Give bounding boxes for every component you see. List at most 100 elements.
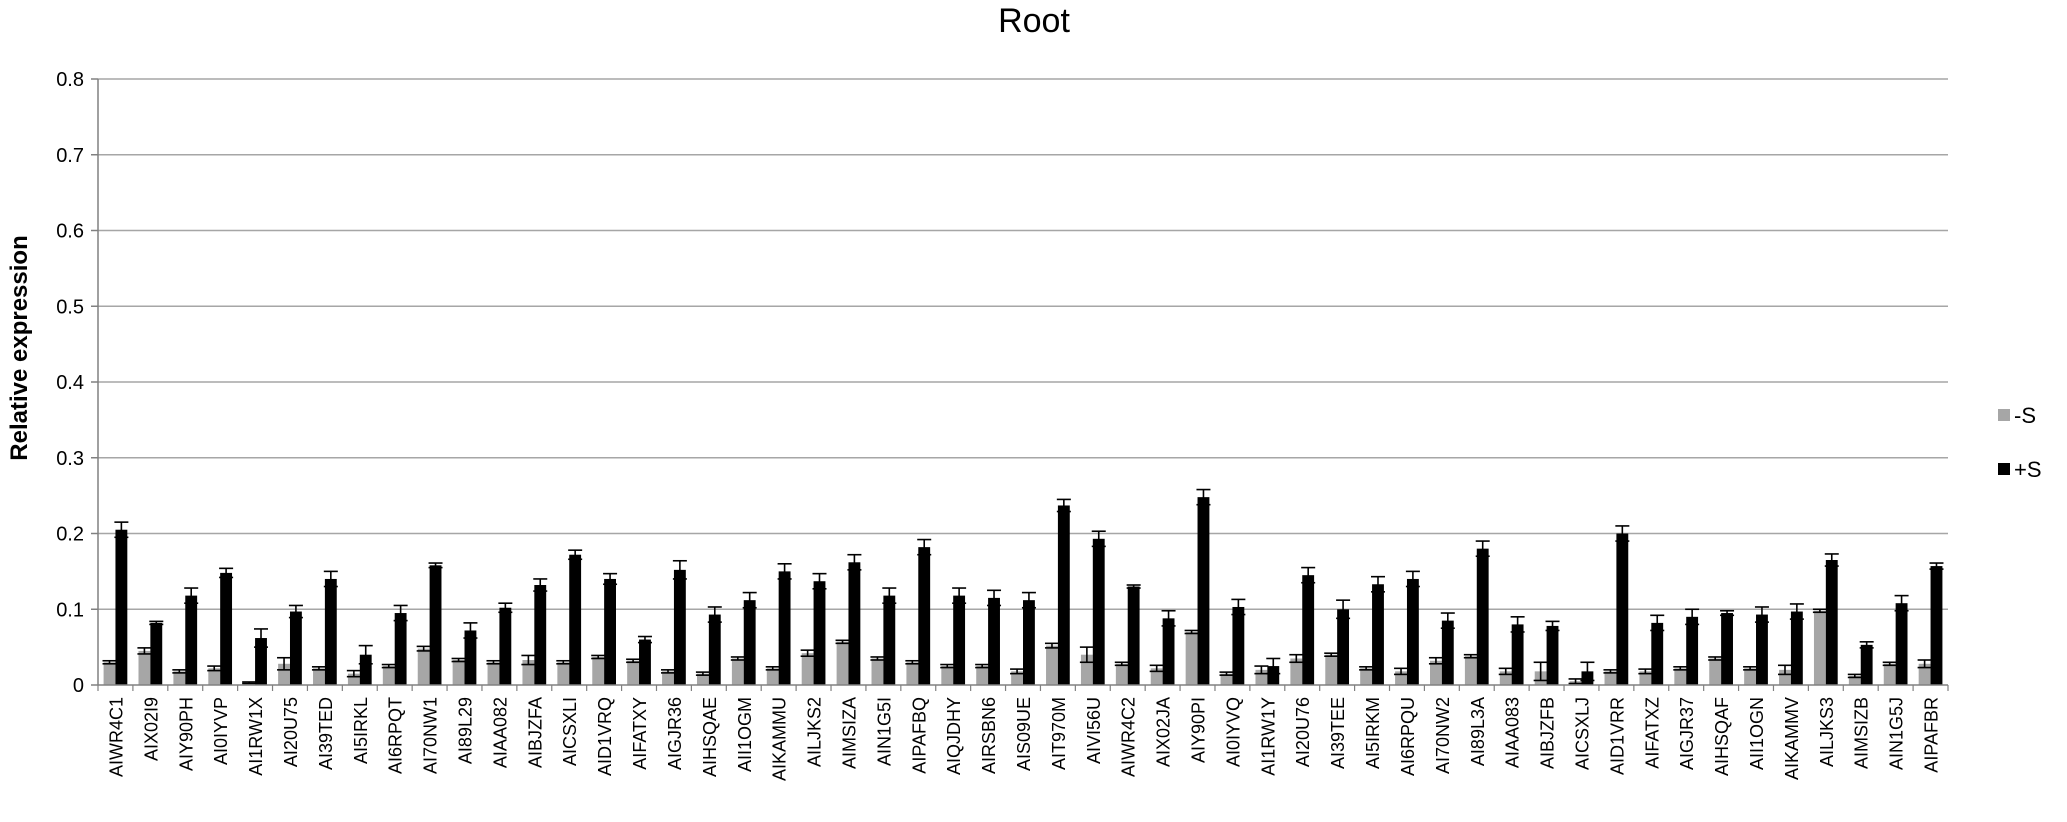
x-tick-label: AI0IYVP [211, 697, 231, 765]
bar-minus-s [1499, 671, 1512, 685]
bar-minus-s [976, 666, 989, 685]
bar-plus-s [1267, 666, 1280, 685]
bar-plus-s [324, 578, 337, 685]
x-tick-label: AI0IYVQ [1223, 697, 1243, 767]
legend-label: -S [2014, 403, 2036, 428]
x-tick-label: AI70NW2 [1433, 697, 1453, 774]
bar-plus-s [953, 595, 966, 685]
bar-plus-s [1860, 644, 1873, 685]
bar-plus-s [1057, 505, 1070, 685]
bar-plus-s [639, 639, 651, 685]
y-tick-label: 0.2 [56, 524, 84, 546]
bar-plus-s [1546, 625, 1559, 685]
x-tick-label: AI20U75 [281, 697, 301, 767]
bar-minus-s [871, 658, 884, 685]
x-tick-label: AIT970M [1049, 697, 1069, 770]
bar-minus-s [487, 662, 500, 685]
x-tick-label: AIBJZFB [1538, 697, 1558, 769]
bar-minus-s [801, 653, 814, 685]
bar-minus-s [1744, 668, 1757, 685]
x-tick-label: AIPAFBQ [909, 697, 929, 774]
bar-plus-s [1197, 497, 1210, 685]
error-bars [102, 488, 1944, 685]
bar-minus-s [696, 673, 709, 685]
bar-plus-s [150, 622, 163, 685]
bar-plus-s [394, 613, 407, 685]
bar-minus-s [1255, 669, 1268, 685]
bar-minus-s [452, 660, 465, 685]
legend: -S +S [1998, 403, 2042, 482]
bar-minus-s [522, 660, 535, 685]
bar-plus-s [359, 654, 372, 685]
bar-plus-s [708, 614, 721, 685]
bar-plus-s [255, 638, 267, 685]
bar-minus-s [906, 662, 919, 685]
bar-plus-s [534, 585, 547, 685]
y-axis: 0 0.1 0.2 0.3 0.4 0.5 0.6 0.7 0.8 [56, 69, 99, 697]
bar-plus-s [848, 562, 861, 685]
x-tick-label: AILJKS3 [1817, 697, 1837, 767]
x-tick-label: AIX02JA [1154, 697, 1174, 767]
bar-plus-s [1686, 616, 1699, 685]
legend-swatch [1998, 409, 2010, 421]
bar-plus-s [1232, 606, 1245, 685]
x-tick-label: AI70NW1 [421, 697, 441, 774]
bar-plus-s [1930, 566, 1943, 685]
bar-minus-s [1464, 656, 1477, 685]
x-tick-label: AI89L3A [1468, 697, 1488, 766]
bar-minus-s [592, 656, 605, 685]
x-tick-label: AIMSIZB [1852, 697, 1872, 769]
x-tick-label: AIN1G5I [874, 697, 894, 766]
x-tick-label: AIWR4C2 [1119, 697, 1139, 777]
bar-minus-s [1709, 658, 1722, 685]
bar-plus-s [429, 565, 442, 685]
bar-minus-s [766, 668, 779, 685]
x-tick-label: AI89L29 [456, 697, 476, 764]
x-axis [97, 684, 1949, 691]
bar-minus-s [1604, 671, 1617, 685]
bar-plus-s [1825, 560, 1838, 685]
x-tick-label: AIFATXZ [1642, 697, 1662, 769]
bar-plus-s [743, 600, 756, 685]
bar-minus-s [382, 666, 395, 685]
x-tick-label: AII1OGM [735, 697, 755, 772]
bar-plus-s [813, 581, 826, 685]
bar-minus-s [313, 668, 325, 685]
bar-minus-s [1430, 660, 1442, 685]
x-tick-label: AIS09UE [1014, 697, 1034, 771]
bar-minus-s [1918, 663, 1931, 685]
bar-plus-s [1441, 620, 1454, 685]
bar-minus-s [1360, 668, 1373, 685]
bar-plus-s [778, 571, 791, 685]
bar-minus-s [138, 650, 151, 685]
bar-plus-s [1651, 622, 1664, 685]
bar-minus-s [1813, 610, 1826, 685]
bar-minus-s [173, 671, 186, 685]
bars [103, 497, 1943, 685]
bar-minus-s [1883, 663, 1896, 685]
x-tick-label: AIY90PH [176, 697, 196, 771]
x-tick-label: AI1RW1X [246, 697, 266, 776]
x-tick-label: AIMSIZA [839, 697, 859, 769]
x-tick-label: AID1VRQ [595, 697, 615, 776]
chart-title: Root [998, 2, 1070, 40]
bar-minus-s [1395, 671, 1407, 685]
x-tick-label: AIAA083 [1503, 697, 1523, 768]
bar-minus-s [1011, 671, 1023, 685]
x-tick-label: AICSXLI [560, 697, 580, 766]
bar-minus-s [1674, 668, 1687, 685]
bar-plus-s [464, 630, 477, 685]
x-tick-label: AI39TEE [1328, 697, 1348, 769]
x-tick-label: AI5IRKL [351, 697, 371, 764]
x-tick-label: AIRSBN6 [979, 697, 999, 774]
bar-plus-s [569, 554, 582, 685]
x-tick-label: AI5IRKM [1363, 697, 1383, 769]
bar-plus-s [988, 597, 1000, 685]
x-tick-label: AI20U76 [1293, 697, 1313, 767]
bar-plus-s [1476, 548, 1489, 685]
bar-minus-s [731, 658, 744, 685]
x-tick-label: AI6RPQU [1398, 697, 1418, 776]
x-tick-label: AII1OGN [1747, 697, 1767, 770]
x-tick-label: AIN1G5J [1887, 697, 1907, 770]
